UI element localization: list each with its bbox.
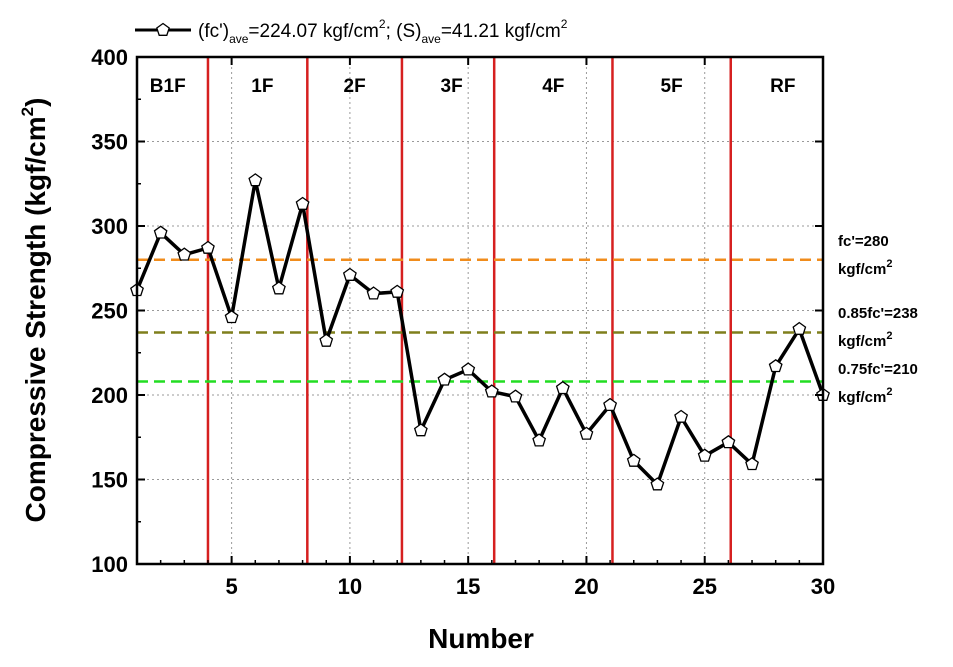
reference-line-unit: kgf/cm2: [838, 330, 892, 350]
data-point: [697, 448, 712, 462]
data-point: [319, 333, 334, 347]
data-point: [674, 409, 689, 423]
floor-dividers: [206, 57, 732, 564]
y-tick-label: 250: [91, 299, 128, 324]
reference-line-labels: fc'=280 kgf/cm2 0.85fc'=238 kgf/cm2 0.75fc'=…: [838, 233, 918, 406]
floor-label: 3F: [441, 76, 463, 97]
x-tick-label: 5: [225, 574, 237, 599]
data-point: [650, 477, 665, 491]
x-tick-label: 10: [338, 574, 362, 599]
data-point: [153, 225, 168, 239]
reference-line-label: 0.85fc'=238: [838, 305, 918, 322]
x-tick-label: 15: [456, 574, 480, 599]
y-axis-title: Compressive Strength (kgf/cm2): [18, 98, 51, 523]
floor-label: 5F: [661, 76, 683, 97]
legend-text: (fc')ave=224.07 kgf/cm2; (S)ave=41.21 kg…: [198, 17, 568, 46]
grid-lines: [137, 57, 823, 564]
data-point: [201, 240, 215, 254]
data-point: [721, 434, 736, 449]
data-point: [603, 397, 618, 412]
data-point: [461, 362, 476, 376]
data-point: [626, 453, 641, 467]
data-point: [437, 372, 452, 386]
data-point: [508, 389, 523, 403]
floor-label: 4F: [542, 76, 564, 97]
reference-line-unit: kgf/cm2: [838, 258, 892, 278]
x-tick-label: 25: [692, 574, 716, 599]
y-tick-label: 400: [91, 45, 128, 70]
data-point: [295, 196, 310, 210]
data-series: [130, 173, 830, 491]
y-tick-label: 350: [91, 130, 128, 155]
data-point: [579, 426, 594, 440]
reference-line-label: 0.75fc'=210: [838, 361, 918, 378]
data-point: [484, 384, 499, 398]
data-point: [366, 286, 381, 300]
floor-label: RF: [770, 76, 795, 97]
data-point: [342, 267, 357, 281]
data-point: [390, 284, 405, 298]
data-point: [248, 173, 263, 187]
data-point: [555, 380, 570, 395]
y-tick-label: 200: [91, 383, 128, 408]
data-point: [792, 321, 807, 335]
reference-line-unit: kgf/cm2: [838, 386, 892, 406]
data-point: [745, 456, 759, 471]
data-point: [532, 433, 547, 447]
data-point: [177, 247, 192, 261]
data-point: [413, 423, 428, 437]
y-tick-label: 100: [91, 552, 128, 577]
floor-label: 2F: [344, 76, 366, 97]
y-tick-label: 300: [91, 214, 128, 239]
x-tick-label: 20: [574, 574, 598, 599]
axis-ticks: 5 10 15 20 25 30 100 150 200 250 300 350 400: [91, 45, 835, 599]
floor-label: B1F: [150, 76, 186, 97]
data-point: [271, 281, 286, 295]
floor-labels: B1F 1F 2F 3F 4F 5F RF: [150, 76, 796, 97]
reference-line-label: fc'=280: [838, 233, 889, 250]
x-axis-title: Number: [428, 623, 534, 654]
data-point: [768, 358, 783, 373]
legend-pentagon-marker: [156, 22, 170, 36]
x-tick-label: 30: [811, 574, 835, 599]
legend: (fc')ave=224.07 kgf/cm2; (S)ave=41.21 kg…: [135, 17, 568, 46]
data-point: [224, 309, 239, 324]
y-tick-label: 150: [91, 468, 128, 493]
floor-label: 1F: [251, 76, 273, 97]
